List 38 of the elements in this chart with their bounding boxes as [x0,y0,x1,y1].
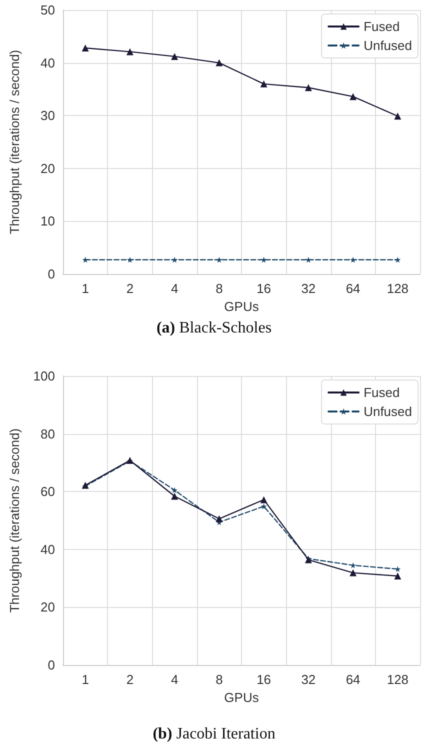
x-tick-label: 4 [170,672,178,687]
y-tick-label: 0 [48,658,55,672]
y-axis-title: Throughput (iterations / second) [7,50,22,234]
legend-label: Fused [364,19,400,34]
text: (a) Black-Scholes [156,320,272,336]
x-tick-label: 64 [346,281,360,296]
x-tick-label: 32 [301,281,316,296]
x-tick-label: 1 [82,672,89,687]
y-tick-label: 20 [40,600,55,615]
y-tick-label: 40 [40,55,55,70]
x-axis-title: GPUs [224,298,260,314]
y-tick-label: 30 [40,108,55,124]
x-tick-label: 8 [216,672,223,687]
x-tick-label: 2 [126,281,134,296]
y-tick-label: 20 [40,160,55,176]
x-tick-label: 32 [301,672,316,687]
y-tick-label: 100 [33,368,55,384]
x-tick-label: 128 [386,672,409,687]
x-tick-label: 128 [386,281,409,296]
y-tick-label: 60 [40,484,55,500]
x-tick-label: 2 [126,672,134,687]
y-tick-label: 50 [40,2,55,18]
text: (b) Jacobi Iteration [152,726,276,742]
y-axis-title: Throughput (iterations / second) [7,428,22,613]
legend-label: Unfused [364,404,412,419]
legend-label: Unfused [364,38,412,53]
legend-label: Fused [364,385,400,400]
y-tick-label: 80 [40,426,55,442]
y-tick-label: 40 [40,542,55,557]
x-axis-title: GPUs [224,690,260,705]
x-tick-label: 4 [170,281,178,296]
y-tick-label: 10 [40,214,55,229]
x-tick-label: 1 [82,281,89,296]
x-tick-label: 8 [216,281,223,296]
x-tick-label: 16 [256,281,272,296]
x-tick-label: 64 [346,672,360,687]
x-tick-label: 16 [256,672,272,687]
y-tick-label: 0 [48,266,55,282]
